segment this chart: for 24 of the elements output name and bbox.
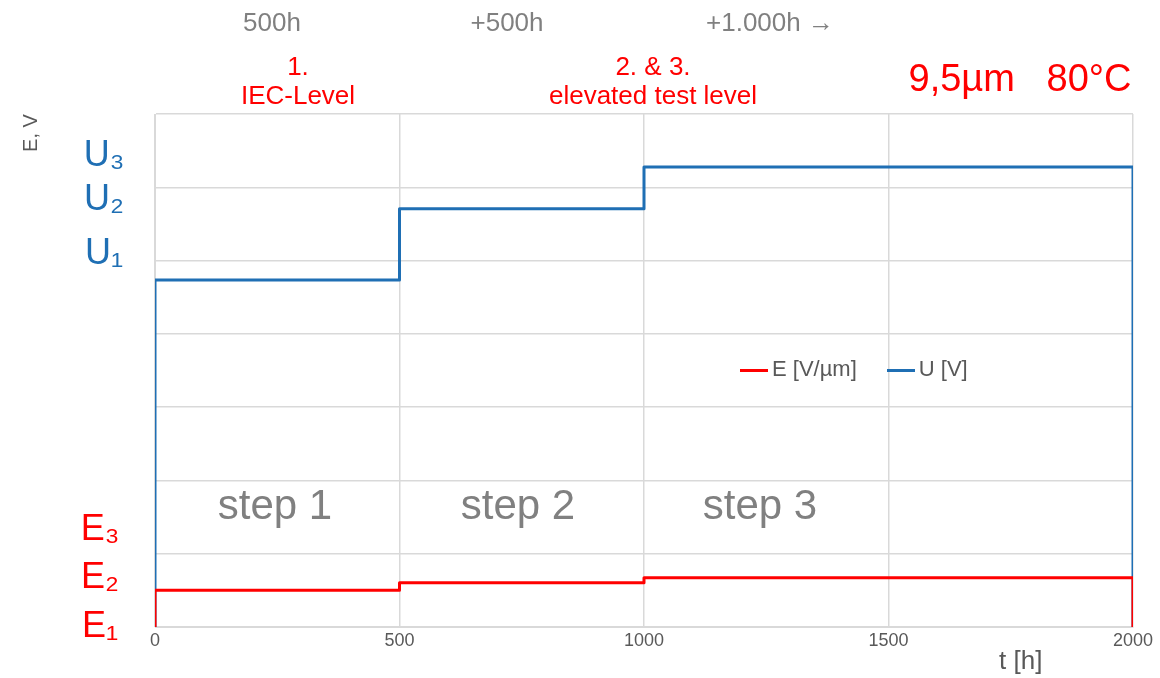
text: 500h	[239, 7, 305, 37]
x-tick-label: 0	[149, 629, 161, 650]
annotation: step 2	[456, 481, 580, 529]
text: U₁	[83, 231, 125, 272]
text: E₂	[80, 555, 120, 596]
x-tick-label: 2000	[1112, 629, 1154, 650]
text: E₃	[79, 507, 121, 548]
x-tick-label: 1500	[868, 629, 909, 650]
text: +1.000h →	[702, 7, 838, 37]
text: 2. & 3. elevated test level	[544, 51, 762, 110]
legend-label: E [V/µm]	[771, 356, 857, 382]
text: U₂	[83, 177, 125, 218]
annotation: step 3	[698, 481, 822, 529]
text: 9,5µm 80°C	[904, 57, 1136, 100]
x-tick-label: 500	[384, 629, 415, 650]
annotation: step 1	[213, 481, 337, 529]
x-axis-title: t [h]	[998, 645, 1044, 675]
text: +500h	[466, 7, 548, 37]
text: E₁	[80, 604, 120, 645]
x-tick-label: 1000	[623, 629, 665, 650]
legend-label: U [V]	[917, 356, 968, 382]
text: U₃	[82, 133, 126, 174]
text: 1. IEC-Level	[236, 51, 360, 110]
text: E, V	[19, 113, 41, 154]
